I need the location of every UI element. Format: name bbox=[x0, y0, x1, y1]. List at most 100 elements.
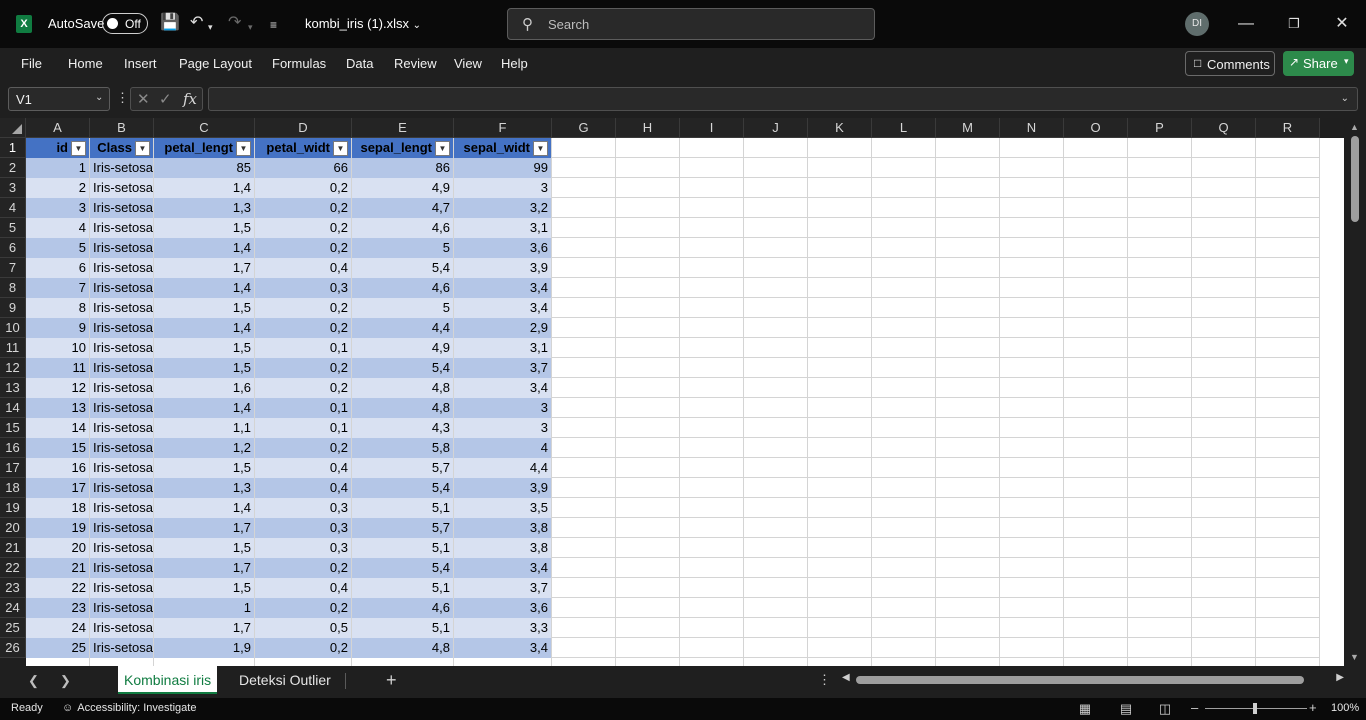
table-cell[interactable]: 0,1 bbox=[255, 418, 352, 438]
cell[interactable] bbox=[744, 138, 808, 158]
cell[interactable] bbox=[154, 658, 255, 666]
cell[interactable] bbox=[680, 138, 744, 158]
row-header-24[interactable]: 24 bbox=[0, 598, 26, 618]
cell[interactable] bbox=[936, 618, 1000, 638]
cell[interactable] bbox=[808, 278, 872, 298]
table-cell[interactable]: 4,6 bbox=[352, 218, 454, 238]
cell[interactable] bbox=[680, 518, 744, 538]
column-header-q[interactable]: Q bbox=[1192, 118, 1256, 138]
cell[interactable] bbox=[1064, 538, 1128, 558]
cell[interactable] bbox=[936, 658, 1000, 666]
cell[interactable] bbox=[552, 578, 616, 598]
cell[interactable] bbox=[1064, 418, 1128, 438]
cell[interactable] bbox=[1128, 358, 1192, 378]
cell[interactable] bbox=[808, 218, 872, 238]
table-cell[interactable]: 3,4 bbox=[454, 558, 552, 578]
row-header-17[interactable]: 17 bbox=[0, 458, 26, 478]
table-cell[interactable]: 4,6 bbox=[352, 278, 454, 298]
cell[interactable] bbox=[1000, 518, 1064, 538]
table-cell[interactable]: 4,8 bbox=[352, 378, 454, 398]
cell[interactable] bbox=[808, 338, 872, 358]
table-cell[interactable]: 3,6 bbox=[454, 238, 552, 258]
table-cell[interactable]: 21 bbox=[26, 558, 90, 578]
cell[interactable] bbox=[552, 218, 616, 238]
cell[interactable] bbox=[1256, 658, 1320, 666]
scroll-thumb[interactable] bbox=[856, 676, 1304, 684]
cell[interactable] bbox=[744, 278, 808, 298]
table-cell[interactable]: 3,6 bbox=[454, 598, 552, 618]
table-cell[interactable]: 3,5 bbox=[454, 498, 552, 518]
row-header-4[interactable]: 4 bbox=[0, 198, 26, 218]
table-cell[interactable]: 0,2 bbox=[255, 178, 352, 198]
cell[interactable] bbox=[680, 418, 744, 438]
table-cell[interactable]: 3,9 bbox=[454, 478, 552, 498]
minimize-icon[interactable]: — bbox=[1238, 15, 1254, 32]
cell[interactable] bbox=[552, 618, 616, 638]
tab-split-handle[interactable]: ⋮ bbox=[818, 672, 831, 687]
table-cell[interactable]: 5,1 bbox=[352, 538, 454, 558]
cell[interactable] bbox=[680, 158, 744, 178]
cell[interactable] bbox=[744, 558, 808, 578]
cell[interactable] bbox=[1256, 458, 1320, 478]
cell[interactable] bbox=[552, 338, 616, 358]
cell[interactable] bbox=[616, 298, 680, 318]
cell[interactable] bbox=[808, 478, 872, 498]
table-cell[interactable]: 0,2 bbox=[255, 558, 352, 578]
cell[interactable] bbox=[1128, 418, 1192, 438]
table-cell[interactable]: 0,2 bbox=[255, 598, 352, 618]
cell[interactable] bbox=[616, 338, 680, 358]
column-header-k[interactable]: K bbox=[808, 118, 872, 138]
table-cell[interactable]: 1,3 bbox=[154, 198, 255, 218]
expand-formula-bar-icon[interactable]: ⌄ bbox=[1340, 93, 1349, 104]
cell[interactable] bbox=[744, 258, 808, 278]
tab-formulas[interactable]: Formulas bbox=[272, 56, 327, 71]
cell[interactable] bbox=[1192, 478, 1256, 498]
cell[interactable] bbox=[616, 378, 680, 398]
table-cell[interactable]: Iris-setosa bbox=[90, 298, 154, 318]
cell[interactable] bbox=[1064, 458, 1128, 478]
cell[interactable] bbox=[1256, 618, 1320, 638]
cell[interactable] bbox=[1128, 538, 1192, 558]
more-options-icon[interactable]: ⋮ bbox=[116, 90, 129, 105]
column-header-m[interactable]: M bbox=[936, 118, 1000, 138]
zoom-out-icon[interactable]: – bbox=[1191, 700, 1199, 715]
cell[interactable] bbox=[1256, 358, 1320, 378]
table-cell[interactable]: Iris-setosa bbox=[90, 558, 154, 578]
cell[interactable] bbox=[872, 278, 936, 298]
cell[interactable] bbox=[1192, 218, 1256, 238]
cell[interactable] bbox=[552, 358, 616, 378]
table-cell[interactable]: Iris-setosa bbox=[90, 398, 154, 418]
cell[interactable] bbox=[680, 278, 744, 298]
comments-button[interactable]: □ Comments bbox=[1185, 51, 1275, 76]
table-cell[interactable]: 1,4 bbox=[154, 398, 255, 418]
cell[interactable] bbox=[1064, 298, 1128, 318]
cell[interactable] bbox=[808, 538, 872, 558]
cell[interactable] bbox=[1128, 398, 1192, 418]
cell[interactable] bbox=[808, 618, 872, 638]
cell[interactable] bbox=[1128, 438, 1192, 458]
cell[interactable] bbox=[936, 218, 1000, 238]
cell[interactable] bbox=[1000, 338, 1064, 358]
sheet-tab-kombinasi-iris[interactable]: Kombinasi iris bbox=[118, 666, 218, 694]
table-cell[interactable]: 1,1 bbox=[154, 418, 255, 438]
table-cell[interactable]: 0,3 bbox=[255, 498, 352, 518]
table-cell[interactable]: 5 bbox=[26, 238, 90, 258]
column-header-p[interactable]: P bbox=[1128, 118, 1192, 138]
cell[interactable] bbox=[1000, 478, 1064, 498]
tab-review[interactable]: Review bbox=[394, 56, 437, 71]
cell[interactable] bbox=[680, 358, 744, 378]
cell[interactable] bbox=[616, 138, 680, 158]
cell[interactable] bbox=[552, 378, 616, 398]
table-cell[interactable]: 22 bbox=[26, 578, 90, 598]
cell[interactable] bbox=[1064, 638, 1128, 658]
cell[interactable] bbox=[1256, 258, 1320, 278]
table-cell[interactable]: 1,9 bbox=[154, 638, 255, 658]
redo-icon[interactable]: ↷ bbox=[228, 14, 242, 31]
cell[interactable] bbox=[808, 638, 872, 658]
table-cell[interactable]: 3,8 bbox=[454, 538, 552, 558]
table-cell[interactable]: 3,4 bbox=[454, 298, 552, 318]
cell[interactable] bbox=[1256, 178, 1320, 198]
cell[interactable] bbox=[808, 198, 872, 218]
cell[interactable] bbox=[1064, 158, 1128, 178]
column-header-r[interactable]: R bbox=[1256, 118, 1320, 138]
